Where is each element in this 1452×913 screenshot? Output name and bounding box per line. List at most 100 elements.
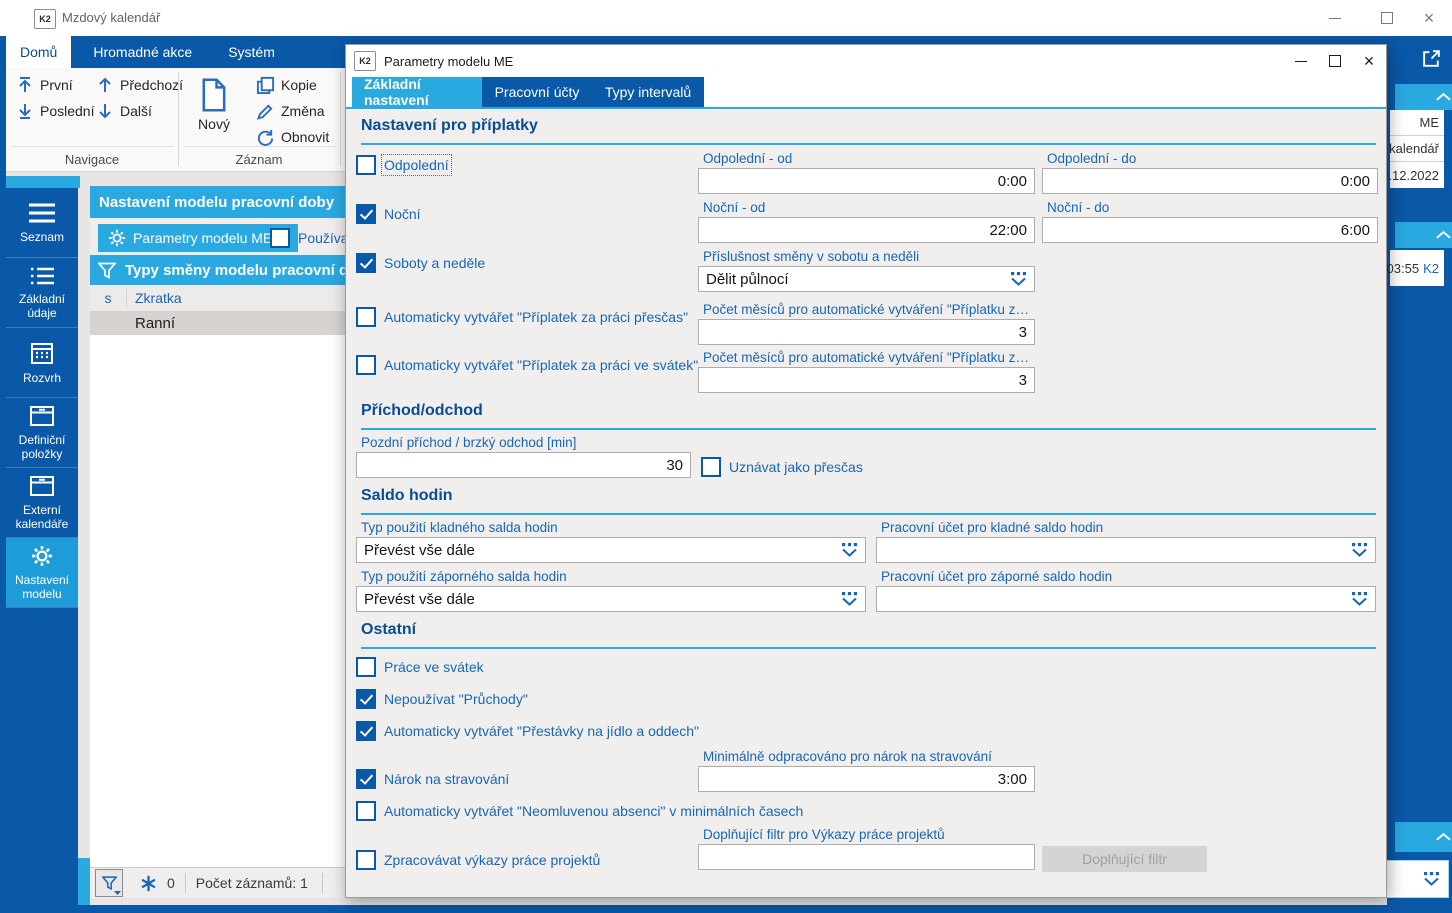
tab-zakladni-nastaveni[interactable]: Základní nastavení xyxy=(352,76,482,108)
prescas-checkbox-label: Automaticky vytvářet "Příplatek za práci… xyxy=(384,309,689,325)
collapse-section-button[interactable] xyxy=(1395,822,1452,852)
doplnujici-filtr-button[interactable]: Doplňující filtr xyxy=(1042,846,1207,872)
absence-row: Automaticky vytvářet "Neomluvenou absenc… xyxy=(356,801,803,821)
open-external-icon xyxy=(1423,50,1440,67)
minimize-button[interactable] xyxy=(1320,6,1350,30)
record-change-button[interactable]: Změna xyxy=(256,100,325,122)
maximize-button[interactable] xyxy=(1372,6,1402,30)
record-info-card: ME kalendář 0.12.2022 xyxy=(1381,110,1444,188)
filtr-input[interactable] xyxy=(698,844,1035,870)
sidebar-item-zakladni-udaje[interactable]: Základní údaje xyxy=(6,258,78,328)
params-modelu-button[interactable]: Parametry modelu ME ... xyxy=(98,224,298,252)
pozdni-input[interactable]: 30 xyxy=(356,452,691,478)
record-refresh-button[interactable]: Obnovit xyxy=(256,126,329,148)
svatek-mesice-input[interactable]: 3 xyxy=(698,367,1035,393)
collapse-section-button[interactable] xyxy=(1395,84,1452,110)
close-button[interactable]: × xyxy=(1414,6,1444,30)
prace-svatek-row: Práce ve svátek xyxy=(356,657,484,677)
kladny-ucet-group: Pracovní účet pro kladné saldo hodin xyxy=(876,520,1376,563)
odpoledni-od-input[interactable]: 0:00 xyxy=(698,168,1035,194)
nav-previous-button[interactable]: Předchozí xyxy=(96,74,183,96)
asterisk-icon[interactable] xyxy=(139,874,158,893)
prislusnost-value: Dělit půlnocí xyxy=(706,270,789,288)
sidebar-item-rozvrh[interactable]: Rozvrh xyxy=(6,328,78,398)
tab-accent-line xyxy=(346,107,1386,109)
info-field: ME xyxy=(1390,110,1444,136)
nav-first-button[interactable]: První xyxy=(16,74,73,96)
kladny-ucet-label: Pracovní účet pro kladné saldo hodin xyxy=(881,520,1104,535)
soboty-nedele-checkbox[interactable] xyxy=(356,253,376,273)
nav-last-button[interactable]: Poslední xyxy=(16,100,94,122)
pozdni-label: Pozdní příchod / brzký odchod [min] xyxy=(361,435,577,450)
record-new-button[interactable] xyxy=(200,78,228,112)
pouzivat-checkbox[interactable] xyxy=(270,228,290,248)
prislusnost-dropdown[interactable]: Dělit půlnocí xyxy=(698,266,1035,292)
vykazy-checkbox[interactable] xyxy=(356,850,376,870)
sidebar-item-nastaveni-modelu[interactable]: Nastavení modelu xyxy=(6,538,78,608)
record-copy-label: Kopie xyxy=(281,77,317,93)
sidebar-item-seznam[interactable]: Seznam xyxy=(6,188,78,258)
ribbon-tab-domu[interactable]: Domů xyxy=(6,36,72,68)
ribbon-tab-hromadne-akce[interactable]: Hromadné akce xyxy=(93,44,193,60)
section-underline xyxy=(361,647,1376,649)
row-zkratka-cell: Ranní xyxy=(135,314,176,332)
dialog-close-button[interactable]: × xyxy=(1352,48,1386,74)
kladny-typ-dropdown[interactable]: Převést vše dále xyxy=(356,537,866,563)
nocni-od-input[interactable]: 22:00 xyxy=(698,217,1035,243)
zaporny-typ-group: Typ použití záporného salda hodin Převés… xyxy=(356,569,866,612)
column-header-zkratka[interactable]: Zkratka xyxy=(135,290,182,306)
stravovani-min-input[interactable]: 3:00 xyxy=(698,766,1035,792)
nocni-do-input[interactable]: 6:00 xyxy=(1042,217,1378,243)
nav-previous-label: Předchozí xyxy=(120,77,184,93)
nav-next-button[interactable]: Další xyxy=(96,100,152,122)
dialog-parametry-modelu: K2 Parametry modelu ME × Základní nastav… xyxy=(345,44,1387,898)
k2-logo-icon: K2 xyxy=(34,9,56,29)
nocni-checkbox[interactable] xyxy=(356,204,376,224)
k2-badge: K2 xyxy=(1423,260,1439,276)
stravovani-checkbox-label: Nárok na stravování xyxy=(384,771,510,787)
pruchody-checkbox[interactable] xyxy=(356,689,376,709)
nav-last-label: Poslední xyxy=(40,103,95,119)
odpoledni-checkbox[interactable] xyxy=(356,155,376,175)
pruchody-row: Nepoužívat "Průchody" xyxy=(356,689,528,709)
bottom-dropdown-field[interactable] xyxy=(1377,860,1449,898)
absence-checkbox[interactable] xyxy=(356,801,376,821)
prestavky-checkbox[interactable] xyxy=(356,721,376,741)
prace-svatek-checkbox[interactable] xyxy=(356,657,376,677)
odpoledni-do-input[interactable]: 0:00 xyxy=(1042,168,1378,194)
prescas-mesice-input[interactable]: 3 xyxy=(698,319,1035,345)
sidebar-bottom-accent xyxy=(78,858,90,905)
dialog-maximize-button[interactable] xyxy=(1318,48,1352,74)
zaporny-typ-dropdown[interactable]: Převést vše dále xyxy=(356,586,866,612)
gear-icon xyxy=(32,545,52,566)
arrow-up-icon xyxy=(99,77,111,92)
open-in-new-window-button[interactable] xyxy=(1421,48,1442,69)
ribbon-tab-system[interactable]: Systém xyxy=(228,44,275,60)
collapse-section-button[interactable] xyxy=(1395,222,1452,248)
dialog-minimize-button[interactable] xyxy=(1284,48,1318,74)
stravovani-checkbox[interactable] xyxy=(356,769,376,789)
arrow-bar-up-icon xyxy=(19,77,31,92)
info-field: 0.12.2022 xyxy=(1381,167,1439,183)
prescas-checkbox[interactable] xyxy=(356,307,376,327)
sidebar-item-definicni-polozky[interactable]: Definiční položky xyxy=(6,398,78,468)
svatek-checkbox[interactable] xyxy=(356,355,376,375)
tab-typy-intervalu[interactable]: Typy intervalů xyxy=(592,77,704,107)
pouzivat-checkbox-label: Používat xyxy=(298,230,353,246)
window-left-border xyxy=(0,36,6,905)
column-header-s[interactable]: s xyxy=(104,290,112,306)
group-divider xyxy=(178,72,179,166)
uznavat-checkbox[interactable] xyxy=(701,457,721,477)
sidebar-item-externi-kalendare[interactable]: Externí kalendáře xyxy=(6,468,78,538)
chevron-up-icon xyxy=(1436,92,1451,101)
nocni-do-label: Noční - do xyxy=(1047,200,1110,215)
status-filter-button[interactable] xyxy=(95,869,123,897)
kladny-ucet-dropdown[interactable] xyxy=(876,537,1376,563)
tab-pracovni-ucty[interactable]: Pracovní účty xyxy=(482,77,592,107)
zaporny-ucet-dropdown[interactable] xyxy=(876,586,1376,612)
odpoledni-do-label: Odpolední - do xyxy=(1047,151,1137,166)
stravovani-min-label: Minimálně odpracováno pro nárok na strav… xyxy=(703,749,992,764)
stravovani-row: Nárok na stravování xyxy=(356,769,509,789)
record-change-label: Změna xyxy=(281,103,325,119)
record-copy-button[interactable]: Kopie xyxy=(256,74,317,96)
